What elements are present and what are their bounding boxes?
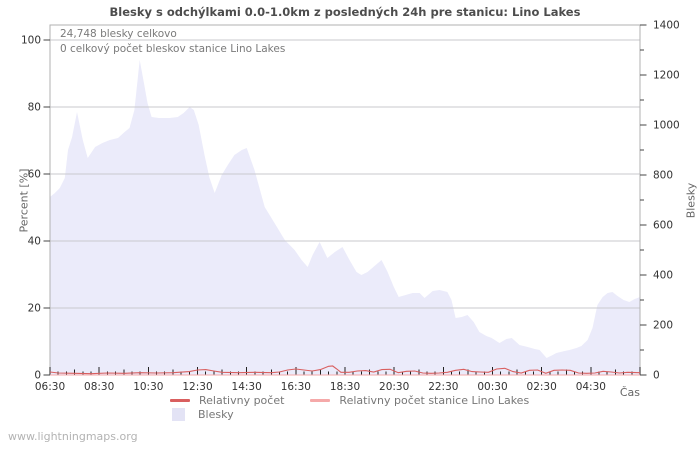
y-axis-left-title: Percent [%]: [17, 168, 31, 233]
legend-item-relative: Relativny počet: [170, 394, 284, 407]
y-left-tick-label: 20: [28, 303, 41, 315]
x-tick-label: 10:30: [133, 381, 163, 393]
x-tick-label: 16:30: [281, 381, 311, 393]
legend-row-lines: Relativny počet Relativny počet stanice …: [170, 394, 529, 407]
y-right-tick-label: 800: [653, 170, 673, 182]
area-series-blesky: [50, 60, 640, 375]
legend-swatch-station-line: [310, 399, 331, 402]
chart-title: Blesky s odchýlkami 0.0-1.0km z posledný…: [109, 5, 581, 19]
legend-swatch-area: [172, 408, 185, 421]
y-right-tick-label: 0: [653, 370, 660, 382]
legend-item-relative-station: Relativny počet stanice Lino Lakes: [310, 394, 529, 407]
y-right-tick-label: 1000: [653, 120, 680, 132]
legend-label-area: Blesky: [198, 408, 234, 421]
legend-swatch-relative-line: [170, 399, 190, 402]
x-tick-label: 14:30: [232, 381, 262, 393]
y-right-tick-label: 1400: [653, 20, 680, 32]
x-tick-label: 06:30: [35, 381, 65, 393]
x-tick-label: 02:30: [527, 381, 557, 393]
legend-row-area: Blesky: [172, 408, 234, 421]
x-tick-label: 08:30: [84, 381, 114, 393]
x-tick-label: 00:30: [477, 381, 507, 393]
legend-label-relative: Relativny počet: [199, 394, 285, 407]
y-left-tick-label: 40: [28, 236, 41, 248]
y-right-tick-label: 400: [653, 270, 673, 282]
y-left-tick-label: 80: [28, 102, 41, 114]
watermark-url: www.lightningmaps.org: [8, 430, 138, 443]
y-right-tick-label: 1200: [653, 70, 680, 82]
y-right-tick-label: 600: [653, 220, 673, 232]
x-tick-label: 18:30: [330, 381, 360, 393]
x-tick-label: 04:30: [576, 381, 606, 393]
x-tick-label: 22:30: [428, 381, 458, 393]
legend-label-relative-station: Relativny počet stanice Lino Lakes: [339, 394, 530, 407]
annotation-total-strikes: 24,748 blesky celkovo: [60, 28, 177, 40]
line-series-relativny-pocet: [49, 365, 641, 375]
y-left-tick-label: 60: [28, 169, 41, 181]
y-axis-right-title: Blesky: [684, 182, 698, 219]
y-right-tick-label: 200: [653, 320, 673, 332]
x-tick-label: 20:30: [379, 381, 409, 393]
annotation-station-total: 0 celkový počet bleskov stanice Lino Lak…: [60, 43, 286, 55]
y-left-tick-label: 100: [21, 35, 41, 47]
y-left-tick-label: 0: [34, 370, 41, 382]
x-tick-label: 12:30: [182, 381, 212, 393]
x-axis-title: Čas: [619, 386, 640, 399]
